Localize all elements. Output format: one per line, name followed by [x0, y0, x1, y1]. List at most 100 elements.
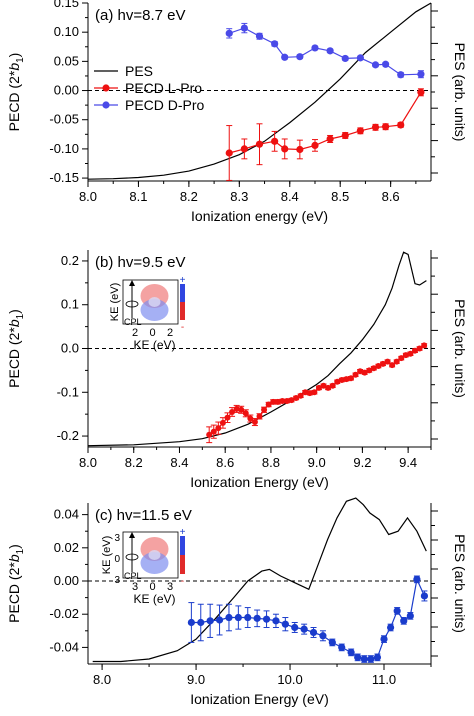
- x-tick-label: 9.0: [308, 455, 326, 470]
- y-tick-label: 0.15: [54, 0, 79, 10]
- data-point: [309, 628, 318, 637]
- inset-x-tick-label: 0: [149, 327, 155, 339]
- data-point: [300, 625, 308, 633]
- inset-core: [148, 550, 161, 560]
- data-point: [244, 613, 252, 622]
- inset-x-tick-label: 2: [132, 327, 138, 339]
- data-point: [341, 131, 349, 140]
- data-point: [367, 655, 375, 663]
- data-point: [296, 53, 304, 61]
- y-axis-title: PECD (2*b1): [6, 53, 26, 132]
- x-tick-label: 8.3: [230, 189, 248, 204]
- inset-blue-lobe: [140, 552, 169, 574]
- data-point: [291, 623, 299, 632]
- x-tick-label: 8.4: [281, 189, 299, 204]
- data-point: [210, 428, 217, 435]
- data-point: [397, 121, 405, 129]
- data-point: [384, 358, 391, 365]
- data-point: [338, 643, 346, 652]
- inset-core: [148, 297, 161, 307]
- data-point: [297, 392, 304, 399]
- x-tick-label: 8.4: [170, 455, 188, 470]
- data-point: [224, 414, 231, 421]
- data-point: [274, 398, 281, 405]
- data-point: [283, 398, 290, 405]
- series-pecd-l-pro: [206, 342, 428, 444]
- data-point: [233, 405, 240, 412]
- y-tick-label: -0.10: [49, 141, 79, 156]
- data-point: [279, 398, 286, 405]
- legend-label: PES: [125, 63, 153, 79]
- y-tick-label: 0.02: [54, 540, 79, 555]
- inset-y-tick-label: 0: [114, 554, 120, 565]
- data-point: [420, 592, 429, 600]
- data-point: [417, 70, 425, 78]
- data-point: [326, 135, 334, 143]
- inset-y-title: KE (eV): [109, 283, 121, 322]
- data-point: [256, 413, 263, 420]
- data-point: [343, 376, 350, 383]
- inset-cpl-label: CPL: [124, 571, 142, 581]
- data-point: [411, 347, 418, 354]
- x-tick-label: 9.0: [187, 672, 205, 687]
- data-point: [380, 635, 388, 643]
- data-point: [296, 145, 304, 154]
- data-point: [281, 53, 289, 61]
- inset-blue-lobe: [140, 299, 169, 321]
- y-axis-title-subscript: 1: [15, 313, 26, 319]
- data-point: [242, 410, 249, 417]
- data-point: [360, 655, 368, 663]
- data-point: [354, 653, 362, 661]
- panel-label: (a) hv=8.7 eV: [95, 7, 185, 24]
- data-point: [413, 575, 421, 583]
- legend-marker: [102, 84, 110, 92]
- x-tick-label: 8.6: [382, 189, 400, 204]
- data-point: [329, 382, 336, 389]
- data-point: [281, 620, 289, 628]
- y-axis-title-close: ): [6, 53, 22, 58]
- inset-x-tick-label: 3: [132, 581, 138, 593]
- data-point: [187, 618, 195, 627]
- y-axis-title-subscript: 1: [15, 548, 26, 554]
- data-point: [302, 389, 309, 396]
- inset-cpl-label: CPL: [124, 317, 142, 327]
- inset-y-tick-label: 3: [114, 575, 120, 586]
- inset-x-title: KE (eV): [133, 338, 175, 352]
- data-point: [393, 358, 400, 365]
- x-tick-label: 11.0: [372, 672, 396, 687]
- data-point: [361, 369, 368, 376]
- legend-label: PECD L-Pro: [125, 80, 202, 96]
- data-point: [247, 415, 254, 422]
- series-pecd-d-pro: [225, 22, 425, 79]
- data-point: [356, 54, 364, 62]
- colorbar-red: [180, 302, 185, 320]
- colorbar-minus: -: [181, 576, 184, 587]
- y-axis-title: PECD (2*b1): [6, 544, 26, 623]
- colorbar-red: [180, 555, 185, 574]
- y-tick-label: -0.2: [57, 428, 79, 443]
- data-point: [311, 44, 319, 52]
- y-tick-label: -0.04: [49, 639, 79, 654]
- data-point: [347, 375, 354, 382]
- y-tick-label: 0.05: [54, 53, 79, 68]
- data-point: [370, 365, 377, 372]
- data-point: [373, 653, 382, 661]
- data-point: [417, 88, 425, 96]
- inset-y-tick-label: 3: [114, 533, 120, 544]
- data-point: [234, 613, 242, 622]
- y-axis-title-main: PECD (2*: [6, 562, 22, 623]
- data-point: [311, 389, 318, 396]
- y-axis-title-close: ): [6, 544, 22, 549]
- data-point: [306, 390, 313, 397]
- y-axis-title-symbol: b: [6, 319, 22, 327]
- data-point: [371, 123, 380, 131]
- data-point: [272, 617, 280, 625]
- cpl-ellipse: [125, 553, 139, 561]
- data-point: [225, 29, 233, 37]
- cpl-ellipse: [125, 300, 139, 308]
- data-point: [407, 350, 414, 357]
- y-axis-title-symbol: b: [6, 63, 22, 71]
- x-tick-label: 8.0: [93, 672, 111, 687]
